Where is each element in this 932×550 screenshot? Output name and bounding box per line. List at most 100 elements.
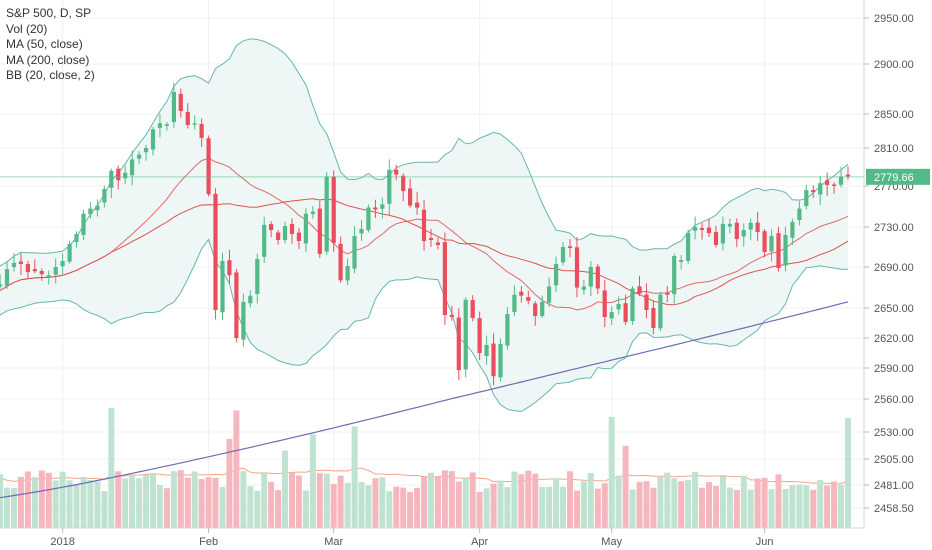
volume-bar-33 xyxy=(205,477,212,528)
candle-67 xyxy=(442,232,447,325)
volume-bar-98 xyxy=(657,477,664,528)
volume-bar-5 xyxy=(11,487,17,528)
volume-bar-15 xyxy=(80,476,87,528)
candle-body-100 xyxy=(672,256,677,295)
candle-58 xyxy=(380,197,385,219)
candle-body-11 xyxy=(53,267,58,275)
legend-symbol[interactable]: S&P 500, D, SP xyxy=(6,6,92,20)
candle-4 xyxy=(4,261,10,289)
price-axis[interactable]: 2950.002900.002850.002810.002770.002730.… xyxy=(864,13,914,515)
candle-84 xyxy=(560,242,566,266)
volume-bar-70 xyxy=(462,478,469,528)
candle-37 xyxy=(234,269,239,343)
candle-119 xyxy=(804,184,809,210)
candle-112 xyxy=(755,212,760,241)
volume-bar-35 xyxy=(219,486,226,528)
candle-25 xyxy=(150,126,156,156)
candle-body-62 xyxy=(408,188,413,206)
candle-82 xyxy=(547,277,552,307)
volume-bar-121 xyxy=(817,480,824,528)
candle-17 xyxy=(95,199,100,217)
volume-bar-67 xyxy=(441,470,448,528)
volume-bar-77 xyxy=(511,471,518,528)
candle-49 xyxy=(317,200,322,258)
volume-bar-117 xyxy=(789,485,796,528)
candle-body-123 xyxy=(832,184,837,186)
legend-ma200[interactable]: MA (200, close) xyxy=(6,52,90,67)
candle-16 xyxy=(88,201,93,219)
candle-body-83 xyxy=(554,264,559,286)
candle-body-38 xyxy=(241,301,246,340)
volume-bar-39 xyxy=(247,486,254,528)
candle-3 xyxy=(0,274,3,289)
candle-92 xyxy=(616,296,621,315)
volume-bar-43 xyxy=(275,490,282,528)
candle-38 xyxy=(241,293,246,347)
candle-body-104 xyxy=(699,228,705,230)
candle-body-59 xyxy=(387,169,392,204)
price-tick-label-8: 2620.00 xyxy=(874,333,914,345)
candle-22 xyxy=(130,150,135,186)
candle-body-23 xyxy=(137,154,142,159)
candle-body-92 xyxy=(616,303,621,310)
candle-body-8 xyxy=(32,269,37,272)
candle-81 xyxy=(540,295,545,318)
volume-bar-73 xyxy=(483,488,490,528)
candle-body-54 xyxy=(352,236,357,269)
candle-70 xyxy=(463,297,468,378)
candle-body-42 xyxy=(269,224,274,230)
legend-volume[interactable]: Vol (20) xyxy=(6,21,48,36)
candle-63 xyxy=(415,191,420,215)
candle-body-87 xyxy=(581,286,586,290)
candle-body-58 xyxy=(380,204,385,209)
candle-103 xyxy=(693,216,698,240)
volume-bar-40 xyxy=(254,490,261,528)
volume-bar-27 xyxy=(163,488,170,528)
price-axis-background[interactable] xyxy=(864,0,932,528)
candle-body-30 xyxy=(185,111,190,125)
volume-bar-109 xyxy=(733,490,740,528)
volume-bar-26 xyxy=(156,485,163,528)
volume-bar-108 xyxy=(726,487,733,528)
price-tick-label-2: 2850.00 xyxy=(874,109,914,121)
candle-118 xyxy=(797,201,802,226)
candle-125 xyxy=(845,166,851,180)
candle-101 xyxy=(679,255,684,270)
candle-30 xyxy=(185,103,190,129)
candle-body-111 xyxy=(748,222,753,230)
candle-75 xyxy=(498,338,503,382)
legend-bollinger[interactable]: BB (20, close, 2) xyxy=(6,68,95,82)
candle-36 xyxy=(227,249,232,285)
volume-bar-59 xyxy=(386,491,393,528)
candle-body-16 xyxy=(88,208,93,215)
time-tick-label-3: Apr xyxy=(471,536,488,548)
candle-18 xyxy=(102,185,107,208)
price-tick-label-5: 2730.00 xyxy=(874,222,914,234)
candle-117 xyxy=(790,218,795,245)
volume-bar-46 xyxy=(295,475,302,528)
time-axis[interactable]: 2018 Feb Mar Apr May Jun xyxy=(50,528,773,548)
volume-bar-8 xyxy=(31,477,38,528)
volume-bar-23 xyxy=(136,478,143,528)
price-tick-label-0: 2950.00 xyxy=(874,13,914,25)
volume-bar-31 xyxy=(191,471,198,528)
volume-bar-34 xyxy=(212,477,219,528)
candle-body-68 xyxy=(449,314,454,317)
volume-bar-97 xyxy=(650,487,657,528)
volume-bar-68 xyxy=(448,471,455,528)
candle-body-48 xyxy=(310,211,315,215)
time-axis-background[interactable] xyxy=(0,528,864,550)
price-tick-label-14: 2458.50 xyxy=(874,503,914,515)
last-price-badge-label: 2779.66 xyxy=(874,172,914,184)
volume-bar-72 xyxy=(476,491,483,528)
candle-body-88 xyxy=(588,267,593,287)
candle-body-105 xyxy=(706,227,712,233)
volume-bar-47 xyxy=(302,490,309,528)
volume-bars xyxy=(0,407,851,528)
candle-71 xyxy=(470,295,475,322)
candle-body-70 xyxy=(463,299,468,370)
legend-ma50[interactable]: MA (50, close) xyxy=(6,37,83,51)
candle-110 xyxy=(741,223,746,247)
candle-body-112 xyxy=(755,222,760,232)
